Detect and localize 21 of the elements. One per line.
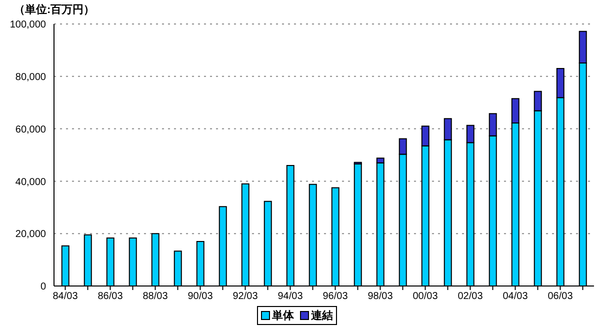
y-tick-label: 40,000: [15, 176, 46, 188]
y-tick-label: 0: [40, 282, 46, 293]
x-tick-label: 06/03: [548, 291, 574, 302]
legend-label: 単体: [271, 309, 294, 323]
x-tick-label: 04/03: [502, 291, 528, 302]
x-tick-label: 86/03: [98, 291, 124, 302]
x-tick-label: 00/03: [412, 291, 438, 302]
x-tick-label: 96/03: [322, 291, 348, 302]
y-tick-label: 20,000: [15, 229, 46, 240]
y-tick-label: 60,000: [15, 124, 46, 136]
y-tick-label: 80,000: [15, 72, 46, 83]
x-tick-label: 94/03: [278, 291, 304, 302]
x-tick-label: 92/03: [232, 291, 258, 302]
legend-label: 連結: [310, 308, 333, 323]
y-axis-title: （単位:百万円）: [14, 3, 95, 17]
x-tick-label: 90/03: [188, 291, 214, 302]
x-tick-label: 88/03: [142, 291, 168, 302]
x-tick-label: 84/03: [52, 291, 78, 302]
y-tick-label: 100,000: [10, 20, 46, 31]
x-tick-label: 98/03: [368, 291, 394, 302]
x-tick-label: 02/03: [458, 291, 484, 302]
